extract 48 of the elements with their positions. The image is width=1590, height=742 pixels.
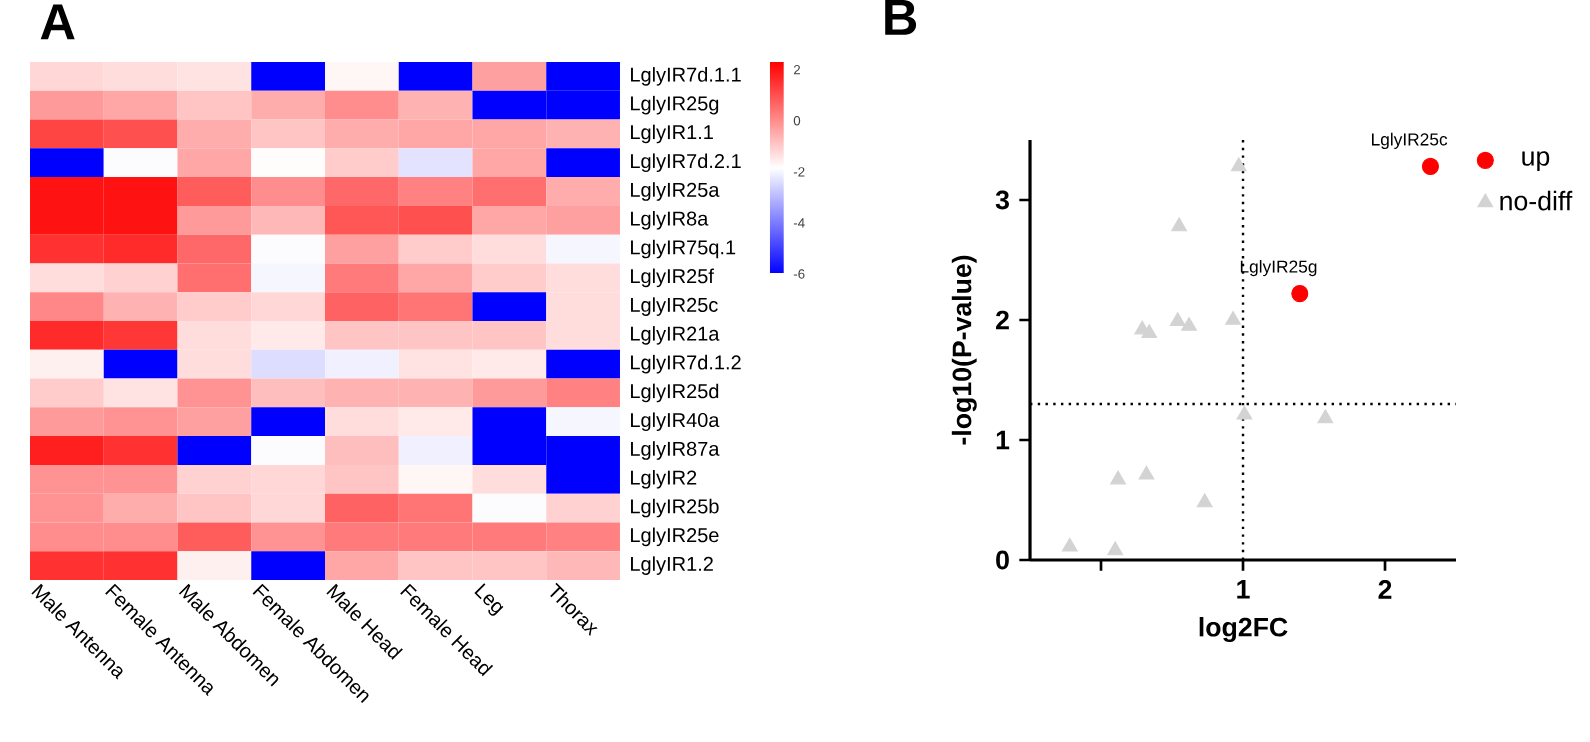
x-tick-label: Leg <box>474 583 504 616</box>
y-tick-label: 1 <box>996 430 1010 450</box>
point <box>1181 316 1197 331</box>
y-tick-label: 2 <box>996 310 1009 330</box>
y-tick-label: LglyIR75q.1 <box>631 239 736 259</box>
y-tick-label: LglyIR25f <box>631 268 714 288</box>
point <box>1225 310 1241 325</box>
x-tick-label: 2 <box>1378 580 1392 599</box>
y-tick-label: LglyIR1.1 <box>631 124 713 144</box>
y-tick-label: LglyIR1.2 <box>631 556 713 575</box>
x-axis-title: log2FC <box>1199 617 1288 642</box>
y-tick-label: LglyIR87a <box>631 441 720 460</box>
point <box>1421 157 1439 175</box>
point <box>1317 409 1334 424</box>
y-tick-label: LglyIR40a <box>631 412 720 432</box>
point <box>1169 312 1186 327</box>
point <box>1138 465 1155 480</box>
legend-label: no-diff <box>1500 190 1573 211</box>
chart-title: A <box>40 4 75 40</box>
point <box>1110 470 1126 485</box>
y-tick-label: LglyIR25b <box>631 498 719 518</box>
point <box>1171 217 1188 232</box>
y-tick-label: LglyIR25d <box>631 383 719 403</box>
y-tick-label: LglyIR7d.1.1 <box>631 67 741 86</box>
y-axis-title: -log10(P-value) <box>951 255 977 445</box>
y-tick-label: LglyIR25a <box>631 182 720 201</box>
y-tick-label: LglyIR21a <box>631 326 720 345</box>
y-tick-label: LglyIR25g <box>631 95 719 115</box>
legend-label: up <box>1522 151 1550 172</box>
annotation: LglyIR25g <box>1240 260 1317 277</box>
y-tick-label: LglyIR7d.1.2 <box>631 354 741 374</box>
y-tick-label: 3 <box>995 190 1009 210</box>
y-tick-label: LglyIR25e <box>631 527 719 547</box>
y-tick-label: LglyIR2 <box>631 469 697 489</box>
y-tick-label: LglyIR8a <box>631 210 709 230</box>
y-tick-label: LglyIR7d.2.1 <box>631 153 741 173</box>
point <box>1061 537 1078 552</box>
point <box>1230 157 1247 172</box>
point <box>1291 285 1309 303</box>
point <box>1236 405 1253 420</box>
point <box>1196 493 1213 508</box>
x-tick-label: 1 <box>1237 580 1250 599</box>
annotation: LglyIR25c <box>1372 132 1448 149</box>
chart-title: B <box>885 0 917 35</box>
point <box>1141 324 1158 339</box>
point <box>1107 541 1124 556</box>
y-tick-label: LglyIR25c <box>631 297 718 316</box>
y-tick-label: 0 <box>996 550 1009 570</box>
